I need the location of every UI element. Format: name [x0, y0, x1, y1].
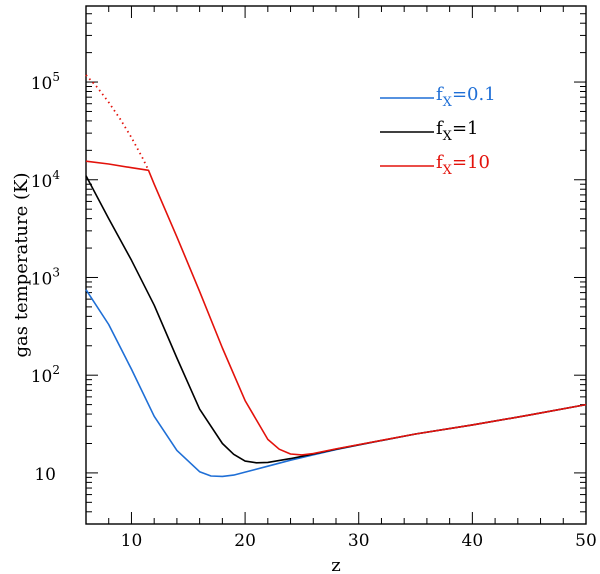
y-tick-label: 103: [31, 265, 60, 289]
y-tick-label: 105: [31, 70, 60, 94]
y-tick-label: 104: [31, 168, 61, 192]
x-tick-label: 50: [575, 531, 597, 551]
x-tick-label: 20: [234, 531, 256, 551]
series-line-1: [85, 175, 587, 464]
x-tick-label: 40: [462, 531, 484, 551]
tick-labels: 10 20 30 40 50 10 102 103 104 105: [31, 70, 597, 551]
legend-label: fX=0.1: [436, 84, 496, 110]
series-line-2: [85, 160, 587, 456]
series-line-3: [85, 74, 150, 171]
x-tick-label: 30: [348, 531, 370, 551]
y-tick-label: 10: [34, 465, 56, 485]
series-lines: [85, 74, 587, 478]
plot-frame: [85, 5, 587, 525]
y-tick-label: 102: [31, 363, 60, 387]
legend-label: fX=1: [436, 118, 478, 144]
legend: fX=0.1 fX=1 fX=10: [380, 84, 496, 178]
legend-label: fX=10: [436, 152, 490, 178]
x-tick-label: 10: [121, 531, 143, 551]
axis-ticks: [85, 5, 587, 525]
x-axis-label: z: [331, 555, 340, 574]
y-axis-label: gas temperature (K): [11, 173, 32, 358]
